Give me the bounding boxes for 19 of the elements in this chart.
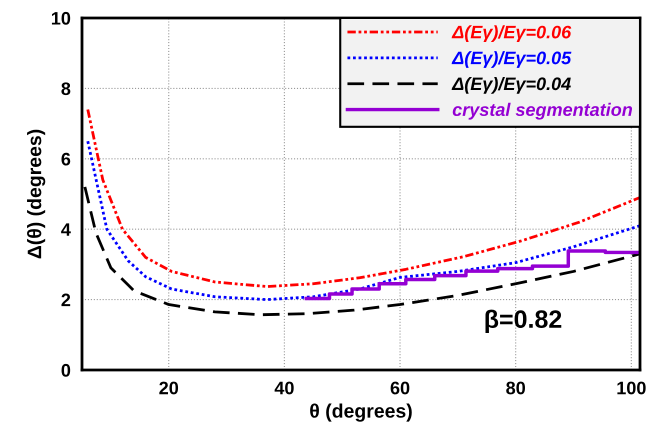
- x-tick-label: 80: [506, 382, 525, 394]
- x-axis-title: θ (degrees): [310, 404, 412, 422]
- y-tick-label: 0: [62, 364, 70, 377]
- y-axis-title: Δ(θ) (degrees): [27, 130, 46, 258]
- x-tick-label: 40: [274, 382, 294, 394]
- y-tick-label: 4: [61, 223, 71, 236]
- y-tick-label: 2: [61, 294, 70, 306]
- text: crystal segmentation: [452, 102, 632, 120]
- text: Δ(Eγ)/Eγ=0.06: [452, 25, 572, 42]
- annotation: β=0.82: [485, 310, 562, 333]
- text: Δ(Eγ)/Eγ=0.05: [452, 51, 572, 68]
- x-tick-label: 60: [390, 382, 410, 394]
- x-tick-label: 100: [617, 382, 646, 394]
- y-tick-label: 6: [62, 152, 70, 166]
- y-tick-label: 8: [61, 82, 70, 96]
- text: Δ(Eγ)/Eγ=0.04: [452, 76, 571, 94]
- y-tick-label: 10: [52, 12, 70, 25]
- x-tick-label: 20: [159, 382, 178, 394]
- line-series: [86, 140, 640, 301]
